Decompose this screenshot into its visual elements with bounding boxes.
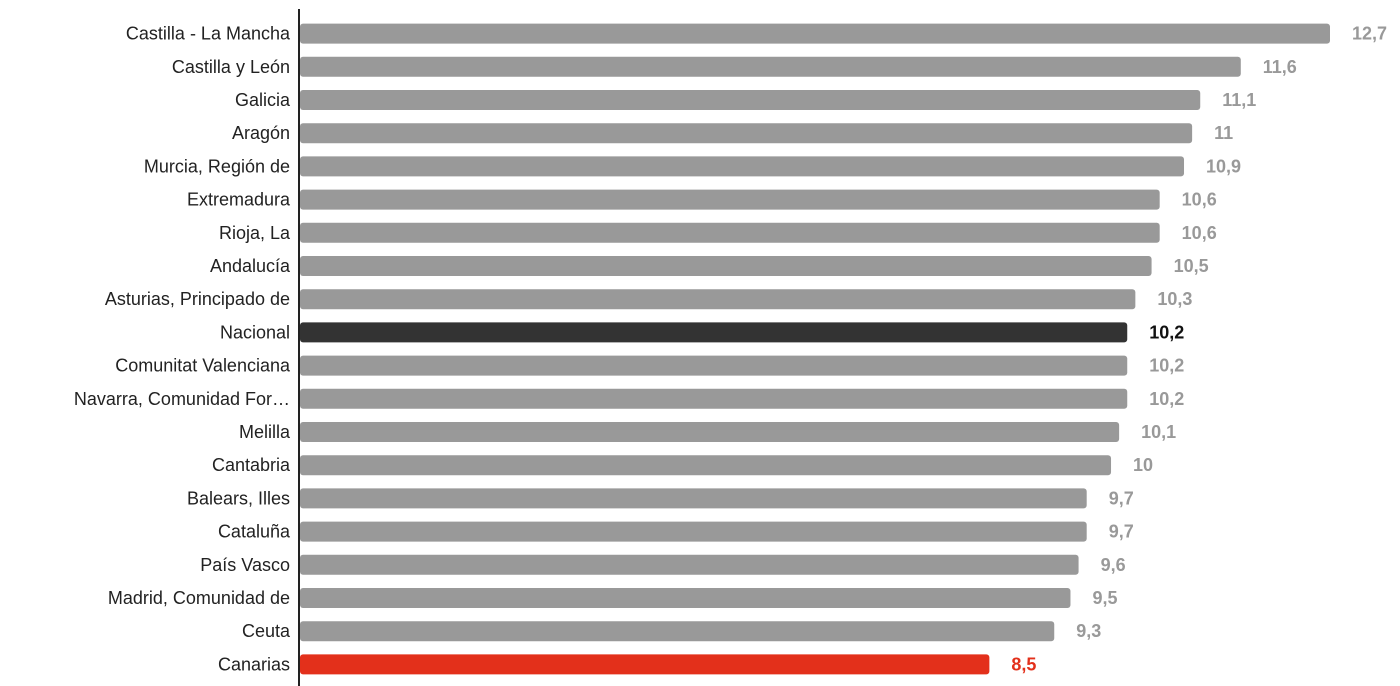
value-label: 10,2 [1149, 356, 1184, 376]
category-labels: Castilla - La Mancha Castilla y León Galic… [74, 24, 291, 675]
bar [300, 455, 1112, 476]
bar [300, 90, 1201, 110]
category-label: Madrid, Comunidad de [108, 588, 290, 608]
value-label: 11 [1214, 123, 1233, 143]
value-label: 10,6 [1182, 190, 1217, 210]
category-label: Extremadura [187, 190, 291, 210]
value-label: 10,1 [1141, 422, 1176, 442]
category-label: Castilla - La Mancha [126, 24, 291, 44]
bar [300, 422, 1120, 442]
bar [300, 521, 1087, 542]
value-label: 10,6 [1182, 223, 1217, 243]
value-label: 10,9 [1206, 156, 1241, 176]
value-label: 10,5 [1174, 256, 1209, 276]
bar [300, 256, 1152, 276]
value-label: 9,6 [1101, 555, 1126, 575]
bar [300, 388, 1128, 409]
category-label: País Vasco [200, 555, 290, 575]
category-label: Asturias, Principado de [105, 289, 290, 309]
bar [300, 355, 1128, 376]
value-labels: 12,7 11,6 11,1 11 10,9 10,6 10,6 10,5 10,3 10,2 10… [1011, 24, 1387, 675]
value-label: 8,5 [1011, 654, 1036, 674]
category-label: Cataluña [218, 522, 291, 542]
category-label: Cantabria [212, 455, 291, 475]
value-label: 10,3 [1157, 289, 1192, 309]
bar [300, 488, 1087, 509]
bar [300, 322, 1128, 343]
category-label: Rioja, La [219, 223, 291, 243]
category-label: Ceuta [242, 621, 291, 641]
category-label: Melilla [239, 422, 291, 442]
bar [300, 156, 1185, 177]
category-label: Comunitat Valenciana [115, 356, 291, 376]
value-label: 11,6 [1263, 57, 1297, 77]
category-label: Murcia, Región de [144, 156, 290, 176]
bars [300, 23, 1330, 675]
value-label: 12,7 [1352, 24, 1387, 44]
category-label: Canarias [218, 654, 290, 674]
category-label: Aragón [232, 123, 290, 143]
value-label: 10,2 [1149, 322, 1184, 342]
category-label: Andalucía [210, 256, 291, 276]
category-label: Balears, Illes [187, 488, 290, 508]
bar [300, 23, 1330, 44]
value-label: 9,7 [1109, 522, 1134, 542]
bar [300, 289, 1136, 310]
bar [300, 554, 1079, 575]
value-label: 9,5 [1092, 588, 1117, 608]
bar [300, 621, 1055, 642]
bar [300, 123, 1193, 144]
bar [300, 654, 990, 675]
category-label: Galicia [235, 90, 291, 110]
bar [300, 189, 1160, 210]
category-label: Nacional [220, 322, 290, 342]
category-label: Castilla y León [172, 57, 290, 77]
value-label: 9,3 [1076, 621, 1101, 641]
bar [300, 588, 1071, 608]
value-label: 10 [1133, 455, 1153, 475]
category-label: Navarra, Comunidad For… [74, 389, 290, 409]
value-label: 11,1 [1222, 90, 1256, 110]
bar [300, 222, 1160, 243]
bar [300, 56, 1241, 77]
value-label: 10,2 [1149, 389, 1184, 409]
value-label: 9,7 [1109, 488, 1134, 508]
